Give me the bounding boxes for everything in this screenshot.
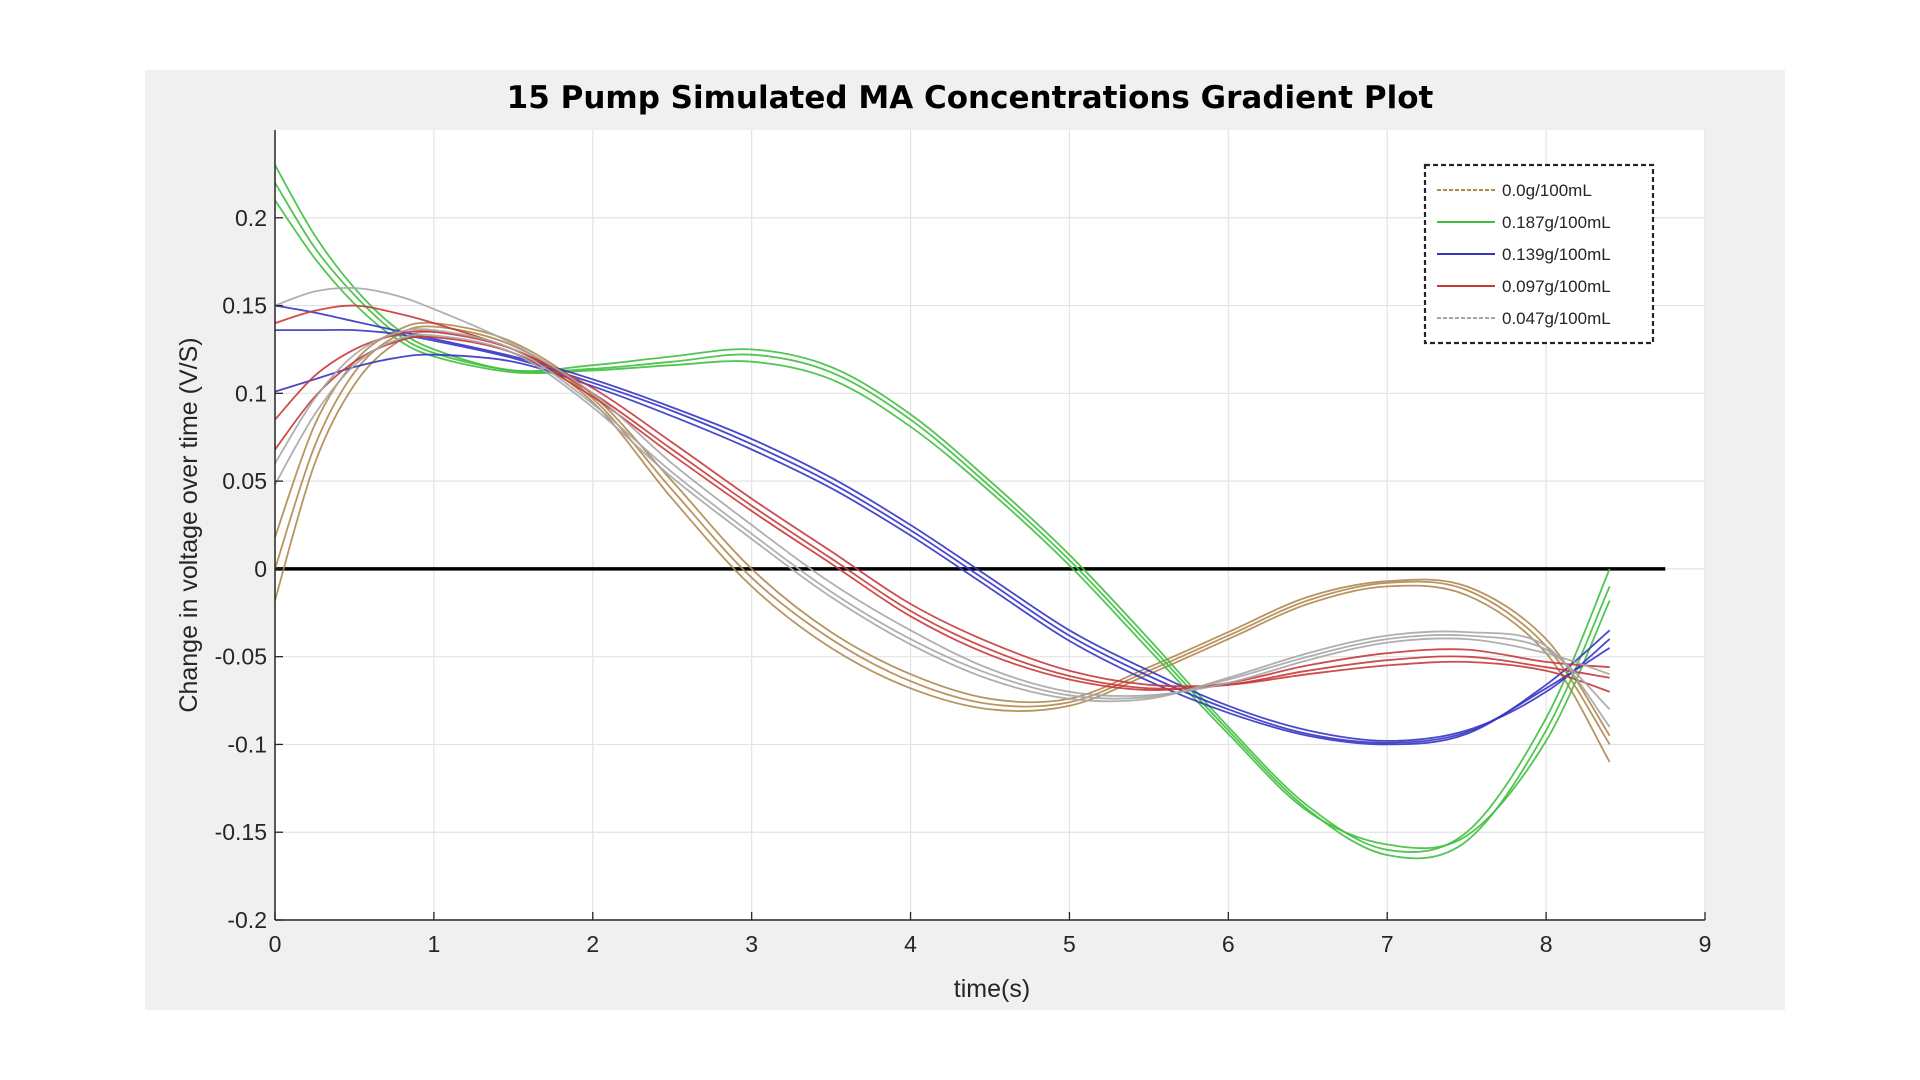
y-axis-label: Change in voltage over time (V/S) <box>175 337 203 712</box>
x-axis-label: time(s) <box>954 975 1030 1003</box>
legend-label: 0.097g/100mL <box>1502 277 1611 296</box>
series-line <box>274 182 1611 860</box>
x-tick-label: 3 <box>745 931 758 957</box>
series-line <box>274 164 1611 853</box>
series-line <box>274 286 1610 697</box>
x-tick-label: 9 <box>1699 931 1712 957</box>
y-tick-label: 0 <box>254 556 267 582</box>
legend-label: 0.187g/100mL <box>1502 213 1611 232</box>
legend-label: 0.047g/100mL <box>1502 309 1611 328</box>
y-tick-label: 0.05 <box>222 468 267 494</box>
x-tick-label: 8 <box>1540 931 1553 957</box>
y-tick-label: -0.2 <box>227 907 267 933</box>
x-tick-label: 5 <box>1063 931 1076 957</box>
legend-label: 0.0g/100mL <box>1502 181 1592 200</box>
x-tick-label: 4 <box>904 931 917 957</box>
series-line <box>274 199 1611 850</box>
legend: 0.0g/100mL 0.187g/100mL 0.139g/100mL 0.097g… <box>1423 163 1655 345</box>
series-line <box>274 321 1611 737</box>
series-line <box>274 328 1611 710</box>
axes <box>274 130 1706 921</box>
series-layer <box>274 164 1611 860</box>
series-3 <box>274 304 1610 693</box>
series-line <box>274 304 1610 693</box>
chart-title: 15 Pump Simulated MA Concentrations Grad… <box>507 80 1434 116</box>
y-tick-label: 0.15 <box>222 293 267 319</box>
y-tick-label: -0.1 <box>227 731 267 757</box>
y-tick-label: 0.2 <box>235 205 267 231</box>
x-tick-label: 6 <box>1222 931 1235 957</box>
y-tick-label: 0.1 <box>235 380 267 406</box>
y-tick-label: -0.05 <box>215 644 267 670</box>
figure-panel: 0 1 2 3 4 5 6 7 8 9 -0.2 -0.15 -0.1 -0.05 0 0.05 0.1 0.15… <box>145 70 1785 1010</box>
chart: 0 1 2 3 4 5 6 7 8 9 -0.2 -0.15 -0.1 -0.05 0 0.05 0.1 0.15… <box>175 80 1712 1003</box>
x-tick-label: 7 <box>1381 931 1394 957</box>
x-tick-label: 2 <box>586 931 599 957</box>
series-1 <box>274 164 1611 860</box>
series-line <box>274 333 1611 728</box>
y-tick-label: -0.15 <box>215 819 267 845</box>
x-tick-label: 0 <box>269 931 282 957</box>
legend-label: 0.139g/100mL <box>1502 245 1611 264</box>
series-4 <box>274 286 1611 728</box>
series-line <box>274 335 1610 691</box>
series-line <box>274 353 1611 746</box>
tick-labels: 0 1 2 3 4 5 6 7 8 9 -0.2 -0.15 -0.1 -0.05 0 0.05 0.1 0.15… <box>215 205 1712 957</box>
series-line <box>274 330 1610 690</box>
x-tick-label: 1 <box>427 931 440 957</box>
